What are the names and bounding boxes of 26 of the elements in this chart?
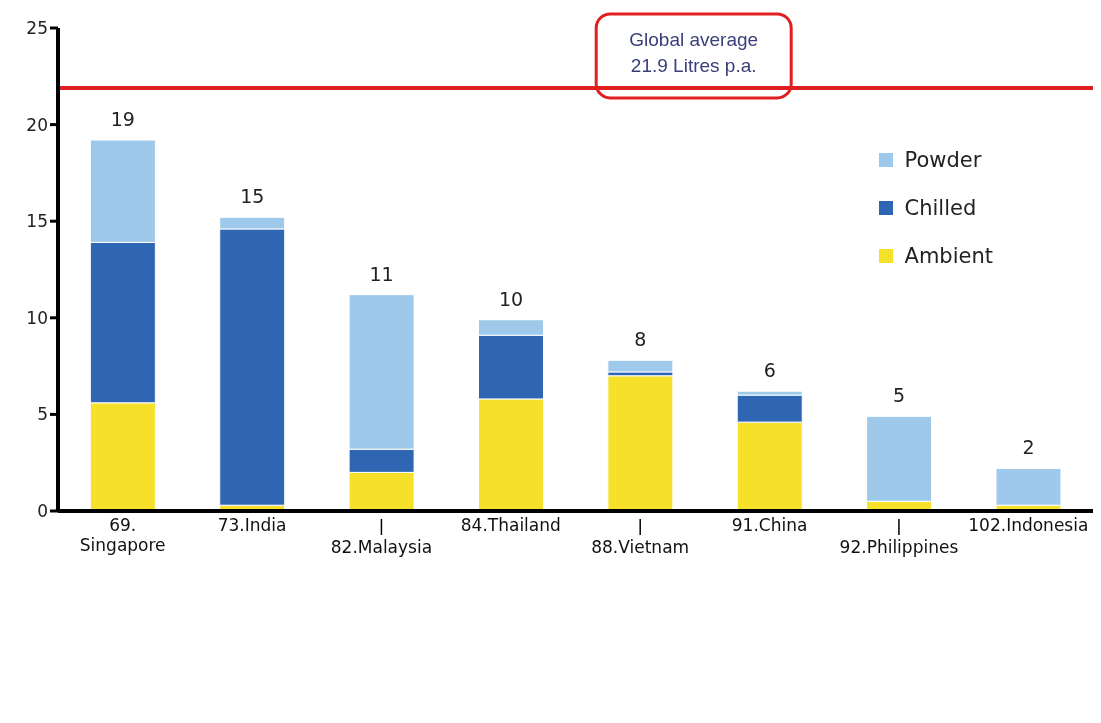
total-label: 5 <box>893 384 906 407</box>
x-tick-label: 84.Thailand <box>460 515 561 535</box>
x-tick-label: 91.China <box>731 515 808 535</box>
legend-label: Chilled <box>904 196 977 220</box>
y-tick-label: 0 <box>37 501 48 522</box>
total-label: 6 <box>763 359 776 382</box>
x-tick-label: 69. Singapore <box>79 515 166 555</box>
total-label: 19 <box>110 108 135 131</box>
total-label: 15 <box>240 185 265 208</box>
y-tick-label: 20 <box>26 114 48 135</box>
legend-label: Powder <box>904 148 982 172</box>
x-tick-label: 102.Indonesia <box>968 515 1089 535</box>
y-tick-label: 15 <box>26 211 48 232</box>
total-label: 10 <box>498 287 524 310</box>
y-tick-label: 25 <box>26 18 48 39</box>
total-label: 11 <box>369 262 394 285</box>
y-tick-label: 10 <box>26 307 48 328</box>
x-tick-label: 82.Malaysia <box>330 537 433 557</box>
total-label: 2 <box>1022 436 1035 459</box>
y-tick-label: 5 <box>37 404 48 425</box>
x-tick-label: 73.India <box>217 515 287 535</box>
legend-label: Ambient <box>904 244 993 268</box>
x-tick-label: 88.Vietnam <box>591 537 690 557</box>
x-tick-label: 92.Philippines <box>839 537 959 557</box>
ref-line-label: Global average 21.9 Litres p.a. <box>629 28 759 76</box>
total-label: 8 <box>634 328 647 351</box>
